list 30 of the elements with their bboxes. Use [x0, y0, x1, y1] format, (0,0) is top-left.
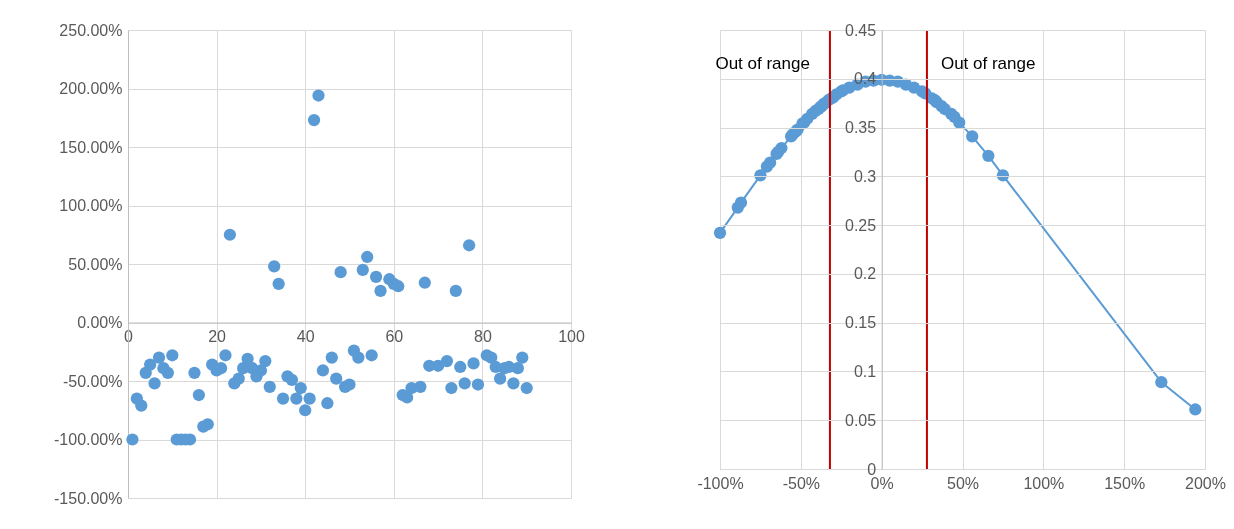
- y-tick-label: 0.15: [845, 314, 877, 332]
- y-tick-label: -100.00%: [54, 431, 123, 448]
- x-tick-label: 50%: [946, 474, 980, 492]
- y-tick-label: 150.00%: [59, 138, 123, 156]
- y-tick-label: 0.35: [845, 119, 877, 137]
- x-tick-label: 150%: [1104, 474, 1146, 492]
- y-tick-label: 0.25: [845, 216, 877, 234]
- x-tick-label: 60: [385, 328, 404, 345]
- x-tick-label: -100%: [697, 474, 744, 492]
- y-tick-label: -50.00%: [62, 372, 123, 390]
- y-tick-label: -150.00%: [54, 489, 123, 507]
- x-tick-label: -50%: [782, 474, 821, 492]
- y-tick-label: 0.05: [845, 411, 877, 429]
- x-tick-label: 80: [474, 328, 492, 345]
- annotation: Out of range: [715, 54, 810, 73]
- y-tick-label: 100.00%: [59, 197, 123, 214]
- y-tick-label: 0.45: [845, 21, 877, 39]
- y-tick-label: 250.00%: [59, 21, 123, 39]
- y-tick-label: 50.00%: [68, 255, 123, 273]
- x-tick-label: 100%: [1023, 474, 1065, 492]
- y-tick-label: 200.00%: [59, 80, 123, 97]
- y-tick-label: 0.3: [853, 167, 877, 185]
- x-tick-label: 40: [296, 328, 315, 345]
- x-tick-label: 20: [208, 328, 227, 345]
- y-tick-label: 0.2: [853, 265, 877, 283]
- y-tick-label: 0.1: [853, 362, 877, 380]
- x-tick-label: 100: [558, 328, 585, 345]
- y-tick-label: 0.00%: [77, 314, 123, 331]
- x-tick-label: 200%: [1185, 474, 1226, 492]
- annotation: Out of range: [940, 54, 1036, 73]
